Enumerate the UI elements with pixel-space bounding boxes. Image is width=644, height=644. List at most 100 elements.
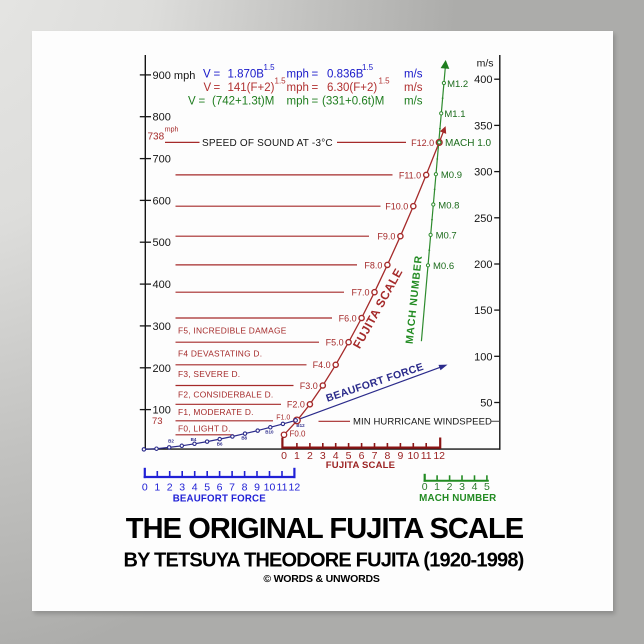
svg-text:200: 200 bbox=[474, 259, 492, 271]
svg-text:3: 3 bbox=[459, 481, 465, 493]
svg-text:M0.6: M0.6 bbox=[433, 261, 454, 272]
svg-text:700: 700 bbox=[153, 154, 171, 166]
svg-text:1: 1 bbox=[154, 482, 160, 494]
svg-text:F2.0: F2.0 bbox=[287, 400, 305, 410]
svg-text:B8: B8 bbox=[241, 436, 247, 441]
svg-text:m/s: m/s bbox=[404, 95, 423, 107]
svg-text:=: = bbox=[312, 69, 319, 81]
svg-text:4: 4 bbox=[192, 482, 198, 494]
svg-text:7: 7 bbox=[229, 482, 235, 494]
svg-text:0: 0 bbox=[422, 481, 428, 493]
svg-text:141(F+2): 141(F+2) bbox=[228, 82, 275, 94]
svg-text:m/s: m/s bbox=[404, 82, 423, 94]
svg-text:0: 0 bbox=[281, 450, 287, 462]
svg-text:5: 5 bbox=[484, 481, 490, 493]
svg-text:500: 500 bbox=[153, 237, 171, 249]
svg-text:100: 100 bbox=[474, 351, 492, 363]
svg-text:200: 200 bbox=[153, 363, 171, 375]
svg-text:3: 3 bbox=[179, 482, 185, 494]
svg-text:2: 2 bbox=[307, 450, 313, 462]
svg-text:F7.0: F7.0 bbox=[351, 288, 369, 298]
svg-text:F5.0: F5.0 bbox=[326, 338, 344, 348]
svg-text:1.5: 1.5 bbox=[264, 63, 276, 72]
svg-text:MACH 1.0: MACH 1.0 bbox=[445, 138, 492, 149]
svg-text:400: 400 bbox=[153, 279, 171, 291]
svg-text:M0.8: M0.8 bbox=[438, 200, 459, 211]
svg-text:10: 10 bbox=[407, 450, 419, 462]
svg-text:MIN HURRICANE WINDSPEED: MIN HURRICANE WINDSPEED bbox=[353, 417, 492, 428]
svg-text:M0.7: M0.7 bbox=[436, 231, 457, 242]
svg-text:© WORDS & UNWORDS: © WORDS & UNWORDS bbox=[263, 573, 380, 585]
svg-text:B2: B2 bbox=[168, 439, 174, 444]
svg-text:F3, SEVERE D.: F3, SEVERE D. bbox=[178, 369, 240, 379]
svg-text:350: 350 bbox=[474, 120, 492, 132]
svg-text:mph: mph bbox=[287, 82, 309, 94]
svg-text:9: 9 bbox=[254, 482, 260, 494]
svg-text:M0.9: M0.9 bbox=[441, 170, 462, 181]
svg-text:1.5: 1.5 bbox=[275, 77, 287, 86]
svg-text:300: 300 bbox=[153, 321, 171, 333]
svg-text:(331+0.6t)M: (331+0.6t)M bbox=[322, 95, 384, 107]
svg-text:BEAUFORT FORCE: BEAUFORT FORCE bbox=[324, 361, 425, 405]
svg-text:F4.0: F4.0 bbox=[313, 360, 331, 370]
svg-text:1.5: 1.5 bbox=[362, 63, 374, 72]
svg-text:5: 5 bbox=[346, 450, 352, 462]
svg-text:BEAUFORT FORCE: BEAUFORT FORCE bbox=[173, 493, 267, 504]
svg-text:F8.0: F8.0 bbox=[364, 260, 382, 270]
svg-text:6.30(F+2): 6.30(F+2) bbox=[327, 82, 377, 94]
svg-text:600: 600 bbox=[153, 195, 171, 207]
svg-text:F10.0: F10.0 bbox=[385, 202, 408, 212]
svg-text:SPEED OF SOUND AT -3°C: SPEED OF SOUND AT -3°C bbox=[202, 138, 333, 149]
svg-text:(742+1.3t)M: (742+1.3t)M bbox=[212, 95, 274, 107]
svg-text:1.5: 1.5 bbox=[379, 77, 391, 86]
svg-text:300: 300 bbox=[474, 167, 492, 179]
svg-text:800: 800 bbox=[153, 112, 171, 124]
svg-text:2: 2 bbox=[167, 482, 173, 494]
svg-text:B4: B4 bbox=[191, 437, 197, 442]
svg-text:F0.0: F0.0 bbox=[290, 429, 307, 438]
svg-text:250: 250 bbox=[474, 213, 492, 225]
svg-text:2: 2 bbox=[447, 481, 453, 493]
svg-text:12: 12 bbox=[289, 482, 301, 494]
svg-text:mph: mph bbox=[287, 69, 309, 81]
svg-text:11: 11 bbox=[421, 450, 432, 462]
svg-text:738: 738 bbox=[148, 131, 165, 142]
svg-text:MACH NUMBER: MACH NUMBER bbox=[419, 493, 496, 504]
svg-text:73: 73 bbox=[152, 416, 163, 427]
svg-text:1.870B: 1.870B bbox=[228, 69, 265, 81]
svg-text:=: = bbox=[312, 82, 319, 94]
svg-text:6: 6 bbox=[217, 482, 223, 494]
svg-text:11: 11 bbox=[277, 482, 288, 494]
svg-text:V: V bbox=[203, 69, 211, 81]
svg-text:FUJITA SCALE: FUJITA SCALE bbox=[326, 460, 395, 471]
svg-text:F1.0: F1.0 bbox=[276, 415, 290, 422]
svg-text:m/s: m/s bbox=[477, 58, 494, 70]
svg-text:10: 10 bbox=[264, 482, 276, 494]
svg-text:12: 12 bbox=[433, 450, 445, 462]
svg-text:B10: B10 bbox=[265, 430, 274, 435]
svg-text:8: 8 bbox=[384, 450, 390, 462]
svg-text:=: = bbox=[199, 95, 206, 107]
svg-text:BY TETSUYA THEODORE FUJITA (19: BY TETSUYA THEODORE FUJITA (1920-1998) bbox=[123, 549, 523, 571]
svg-text:50: 50 bbox=[480, 398, 492, 410]
svg-text:F12.0: F12.0 bbox=[411, 138, 434, 148]
svg-text:9: 9 bbox=[397, 450, 403, 462]
svg-text:FUJITA SCALE: FUJITA SCALE bbox=[350, 266, 406, 351]
svg-text:V: V bbox=[204, 82, 212, 94]
svg-text:=: = bbox=[312, 95, 319, 107]
svg-text:=: = bbox=[214, 69, 221, 81]
svg-text:M1.1: M1.1 bbox=[444, 109, 465, 120]
svg-text:F5, INCREDIBLE DAMAGE: F5, INCREDIBLE DAMAGE bbox=[178, 326, 287, 336]
svg-text:F4 DEVASTATING D.: F4 DEVASTATING D. bbox=[178, 349, 262, 359]
svg-text:m/s: m/s bbox=[404, 69, 423, 81]
svg-text:3: 3 bbox=[320, 450, 326, 462]
svg-text:mph: mph bbox=[165, 126, 179, 133]
svg-text:F6.0: F6.0 bbox=[339, 313, 357, 323]
svg-text:mph: mph bbox=[287, 95, 309, 107]
svg-text:F11.0: F11.0 bbox=[399, 170, 421, 180]
svg-text:=: = bbox=[214, 82, 221, 94]
svg-text:1: 1 bbox=[434, 481, 440, 493]
svg-text:F9.0: F9.0 bbox=[377, 232, 395, 242]
svg-text:5: 5 bbox=[204, 482, 210, 494]
svg-text:100: 100 bbox=[153, 405, 171, 417]
